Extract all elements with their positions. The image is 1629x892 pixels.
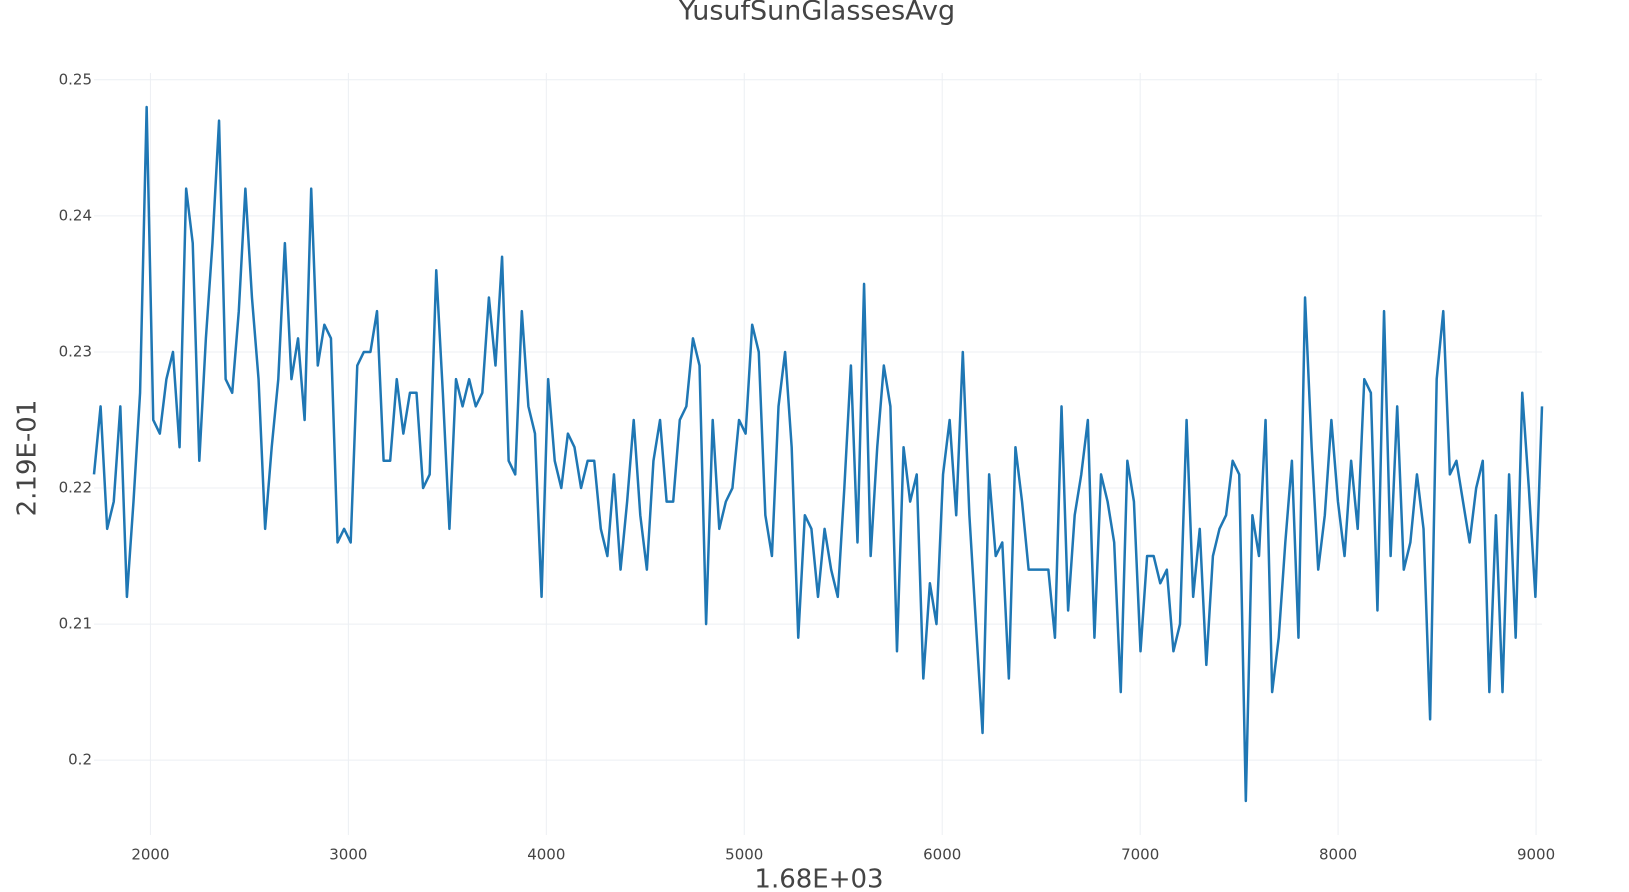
chart-title: YusufSunGlassesAvg (678, 0, 955, 27)
y-tick-label: 0.23 (59, 342, 92, 360)
x-tick-label: 5000 (725, 846, 763, 864)
y-axis-title: 2.19E-01 (13, 400, 43, 517)
x-tick-label: 6000 (923, 846, 961, 864)
x-tick-label: 3000 (329, 846, 367, 864)
x-tick-label: 4000 (527, 846, 565, 864)
x-tick-label: 2000 (131, 846, 169, 864)
data-line (92, 105, 1544, 803)
x-tick-label: 9000 (1517, 846, 1555, 864)
y-tick-label: 0.25 (59, 70, 92, 88)
y-tick-label: 0.22 (59, 479, 92, 497)
y-tick-label: 0.24 (59, 206, 92, 224)
x-tick-label: 8000 (1319, 846, 1357, 864)
x-axis-title: 1.68E+03 (754, 865, 883, 892)
y-tick-label: 0.21 (59, 615, 92, 633)
x-tick-label: 7000 (1121, 846, 1159, 864)
y-tick-label: 0.2 (68, 751, 92, 769)
